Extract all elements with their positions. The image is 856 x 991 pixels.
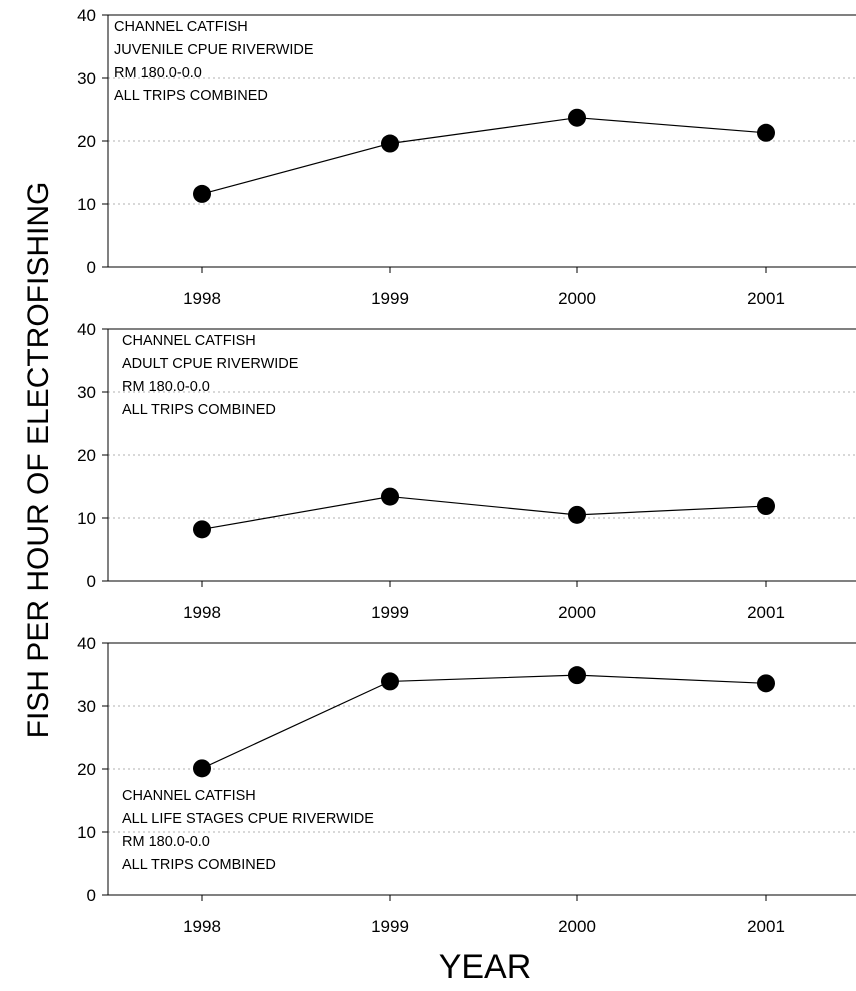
annotation-line: CHANNEL CATFISH (114, 19, 248, 35)
data-point (568, 108, 586, 127)
y-tick-label: 20 (77, 760, 96, 779)
data-point (193, 759, 211, 778)
data-point (193, 184, 211, 203)
annotation-line: RM 180.0-0.0 (122, 834, 210, 850)
chart-panel-1: 0 10 20 30 40 1998 1999 2000 2001 CHANNEL CATFISH… (77, 6, 856, 308)
y-tick-label: 10 (77, 823, 96, 842)
y-tick-label: 20 (77, 446, 96, 465)
annotation-line: RM 180.0-0.0 (114, 65, 202, 81)
x-tick-label: 2000 (558, 289, 596, 308)
annotation-line: ALL TRIPS COMBINED (122, 402, 276, 418)
chart-panel-2: 0 10 20 30 40 1998 1999 2000 2001 CHANNEL CATFISH… (77, 320, 856, 622)
data-point (757, 123, 775, 142)
y-tick-label: 10 (77, 509, 96, 528)
x-tick-label: 1998 (183, 917, 221, 936)
y-tick-label: 40 (77, 634, 96, 653)
data-point (757, 497, 775, 516)
annotation-line: CHANNEL CATFISH (122, 333, 256, 349)
series-line (201, 495, 767, 530)
annotation-line: ADULT CPUE RIVERWIDE (122, 356, 299, 372)
y-tick-label: 40 (77, 6, 96, 25)
y-tick-label: 40 (77, 320, 96, 339)
x-tick-label: 1998 (183, 289, 221, 308)
x-tick-label: 1999 (371, 289, 409, 308)
x-tick-label: 2000 (558, 603, 596, 622)
x-tick-label: 2001 (747, 289, 785, 308)
annotation-line: CHANNEL CATFISH (122, 788, 256, 804)
y-axis-label: FISH PER HOUR OF ELECTROFISHING (22, 182, 55, 739)
chart-panel-3: 0 10 20 30 40 1998 1999 2000 2001 CHANNEL CATFISH… (77, 634, 856, 936)
data-point (193, 520, 211, 539)
y-tick-label: 30 (77, 383, 96, 402)
y-tick-label: 0 (87, 886, 96, 905)
x-tick-label: 1999 (371, 917, 409, 936)
x-tick-label: 2000 (558, 917, 596, 936)
x-tick-label: 1998 (183, 603, 221, 622)
x-tick-label: 2001 (747, 917, 785, 936)
annotation-line: ALL TRIPS COMBINED (114, 88, 268, 104)
series-line (201, 674, 767, 769)
y-tick-label: 30 (77, 697, 96, 716)
annotation-line: JUVENILE CPUE RIVERWIDE (114, 42, 314, 58)
y-tick-label: 20 (77, 132, 96, 151)
data-point (381, 134, 399, 153)
data-point (381, 487, 399, 506)
annotation-line: RM 180.0-0.0 (122, 379, 210, 395)
x-tick-label: 2001 (747, 603, 785, 622)
y-tick-label: 10 (77, 195, 96, 214)
annotation-line: ALL LIFE STAGES CPUE RIVERWIDE (122, 811, 374, 827)
data-point (757, 674, 775, 693)
y-tick-label: 30 (77, 69, 96, 88)
annotation-line: ALL TRIPS COMBINED (122, 857, 276, 873)
y-tick-label: 0 (87, 572, 96, 591)
x-axis-label: YEAR (439, 948, 532, 986)
data-point (568, 666, 586, 685)
data-point (568, 505, 586, 524)
y-tick-label: 0 (87, 258, 96, 277)
data-point (381, 672, 399, 691)
series-line (201, 117, 767, 195)
x-tick-label: 1999 (371, 603, 409, 622)
